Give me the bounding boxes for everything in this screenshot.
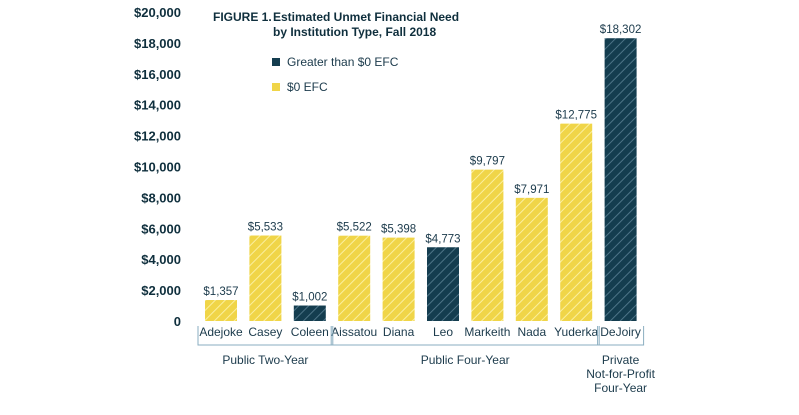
- bar-dejoiry: [604, 38, 637, 321]
- category-groups: Public Two-Year Public Four-Year PrivateNo…: [197, 326, 656, 395]
- y-tick-label: $12,000: [134, 129, 181, 144]
- y-tick-label: $8,000: [141, 190, 181, 205]
- y-tick-label: $6,000: [141, 221, 181, 236]
- group-label: Private: [602, 353, 640, 367]
- legend-label-0-efc: $0 EFC: [287, 80, 328, 94]
- legend-label-greater-than-0-efc: Greater than $0 EFC: [287, 55, 399, 69]
- data-label-nada: $7,971: [514, 184, 549, 196]
- x-tick-label-adejoke: Adejoke: [199, 325, 243, 339]
- y-tick-label: $2,000: [141, 283, 181, 298]
- x-tick-label-diana: Diana: [383, 325, 415, 339]
- data-label-dejoiry: $18,302: [600, 24, 642, 36]
- data-label-leo: $4,773: [425, 233, 460, 245]
- y-tick-label: 0: [174, 314, 181, 329]
- chart-title: FIGURE 1. Estimated Unmet Financial Need…: [213, 10, 459, 39]
- x-tick-label-casey: Casey: [248, 325, 282, 339]
- legend: Greater than $0 EFC $0 EFC: [272, 55, 399, 94]
- group-bracket: [197, 326, 334, 346]
- data-label-markeith: $9,797: [470, 156, 505, 168]
- x-tick-label-aissatou: Aissatou: [331, 325, 377, 339]
- data-label-yuderka: $12,775: [555, 110, 597, 122]
- bar-aissatou: [338, 235, 371, 321]
- x-tick-label-yuderka: Yuderka: [554, 325, 598, 339]
- bar-nada: [515, 197, 548, 321]
- bar-leo: [427, 247, 459, 321]
- bar-markeith: [471, 169, 504, 321]
- data-label-adejoke: $1,357: [203, 286, 238, 298]
- group-label: Public Two-Year: [222, 353, 308, 367]
- x-tick-label-markeith: Markeith: [464, 325, 510, 339]
- bar-adejoke: [205, 300, 237, 321]
- y-tick-label: $16,000: [134, 67, 181, 82]
- y-tick-label: $10,000: [134, 160, 181, 175]
- figure-number: FIGURE 1.: [213, 10, 272, 24]
- y-tick-label: $4,000: [141, 252, 181, 267]
- legend-swatch-0-efc: [272, 83, 280, 91]
- bar-casey: [249, 235, 282, 321]
- data-label-aissatou: $5,522: [337, 222, 372, 234]
- y-tick-label: $18,000: [134, 36, 181, 51]
- x-tick-label-nada: Nada: [517, 325, 546, 339]
- group-bracket: [330, 326, 600, 346]
- group-label: Public Four-Year: [421, 353, 510, 367]
- legend-swatch-greater-than-0-efc: [272, 58, 280, 66]
- group-label: Not-for-Profit: [586, 367, 655, 381]
- group-label: Four-Year: [594, 381, 647, 395]
- bar-yuderka: [560, 123, 593, 321]
- y-axis-tick-labels: 0 $2,000 $4,000 $6,000 $8,000 $10,000 $12,000 $…: [134, 5, 181, 329]
- title-line-2: by Institution Type, Fall 2018: [273, 25, 436, 39]
- data-label-coleen: $1,002: [292, 292, 327, 304]
- y-tick-label: $14,000: [134, 98, 181, 113]
- bar-coleen: [293, 305, 326, 321]
- data-label-casey: $5,533: [248, 222, 283, 234]
- x-tick-label-dejoiry: DeJoiry: [600, 325, 641, 339]
- x-axis-tick-labels: Adejoke Casey Coleen Aissatou Diana Leo Markei…: [199, 325, 641, 339]
- x-tick-label-coleen: Coleen: [291, 325, 329, 339]
- bar-diana: [382, 237, 415, 321]
- data-labels: $1,357 $5,533 $1,002 $5,522 $5,398 $4,773 $9,7…: [203, 24, 641, 303]
- title-line-1: Estimated Unmet Financial Need: [273, 10, 459, 24]
- x-tick-label-leo: Leo: [433, 325, 453, 339]
- bars: [205, 38, 637, 321]
- y-tick-label: $20,000: [134, 5, 181, 20]
- group-bracket: [597, 326, 645, 346]
- data-label-diana: $5,398: [381, 224, 416, 236]
